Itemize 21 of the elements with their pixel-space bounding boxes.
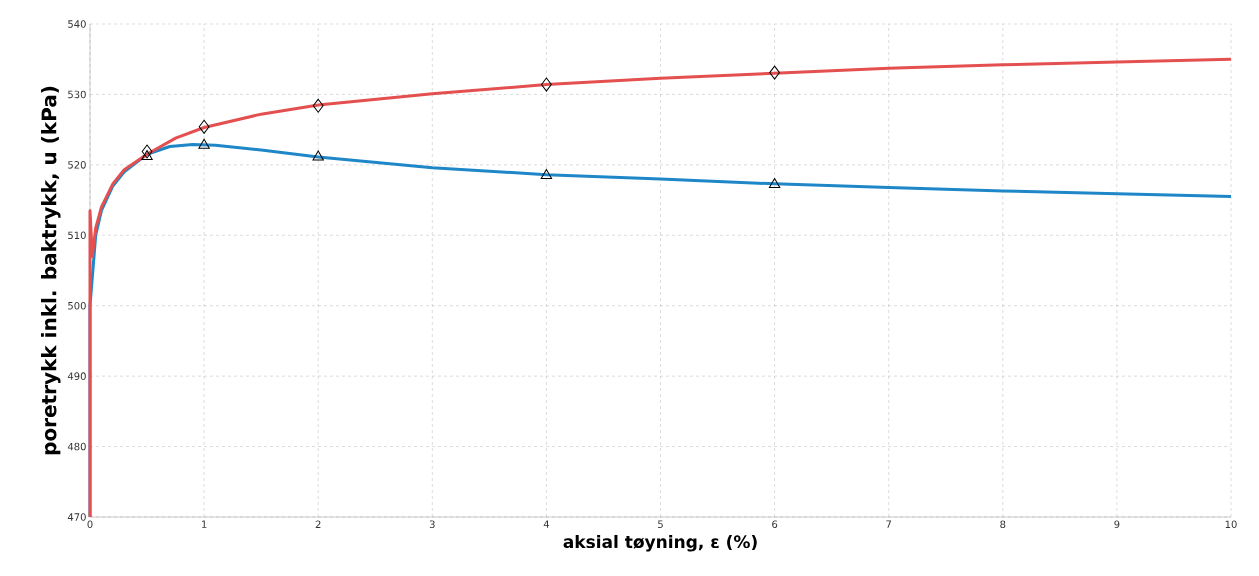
x-axis-title: aksial tøyning, ε (%) bbox=[563, 534, 757, 552]
y-tick-label: 490 bbox=[67, 372, 86, 380]
y-tick-label: 520 bbox=[68, 161, 86, 169]
y-axis-title: poretrykk inkl. baktrykk, u (kPa) bbox=[41, 86, 61, 455]
x-tick-label: 8 bbox=[1000, 520, 1006, 529]
x-tick-label: 10 bbox=[1225, 520, 1237, 529]
y-tick-label: 510 bbox=[68, 231, 86, 240]
x-tick-label: 1 bbox=[202, 520, 207, 528]
y-tick-label: 530 bbox=[68, 90, 86, 99]
x-tick-label: 3 bbox=[429, 520, 435, 529]
y-tick-label: 540 bbox=[68, 20, 86, 28]
x-tick-label: 0 bbox=[87, 520, 93, 529]
x-tick-label: 9 bbox=[1114, 520, 1120, 529]
x-tick-label: 7 bbox=[886, 520, 892, 528]
x-tick-label: 6 bbox=[772, 520, 778, 529]
x-tick-label: 2 bbox=[315, 520, 321, 528]
y-tick-label: 470 bbox=[67, 513, 86, 521]
y-tick-label: 480 bbox=[67, 442, 86, 451]
x-tick-label: 4 bbox=[543, 520, 550, 528]
x-tick-label: 5 bbox=[658, 520, 663, 528]
y-tick-label: 500 bbox=[68, 301, 86, 310]
